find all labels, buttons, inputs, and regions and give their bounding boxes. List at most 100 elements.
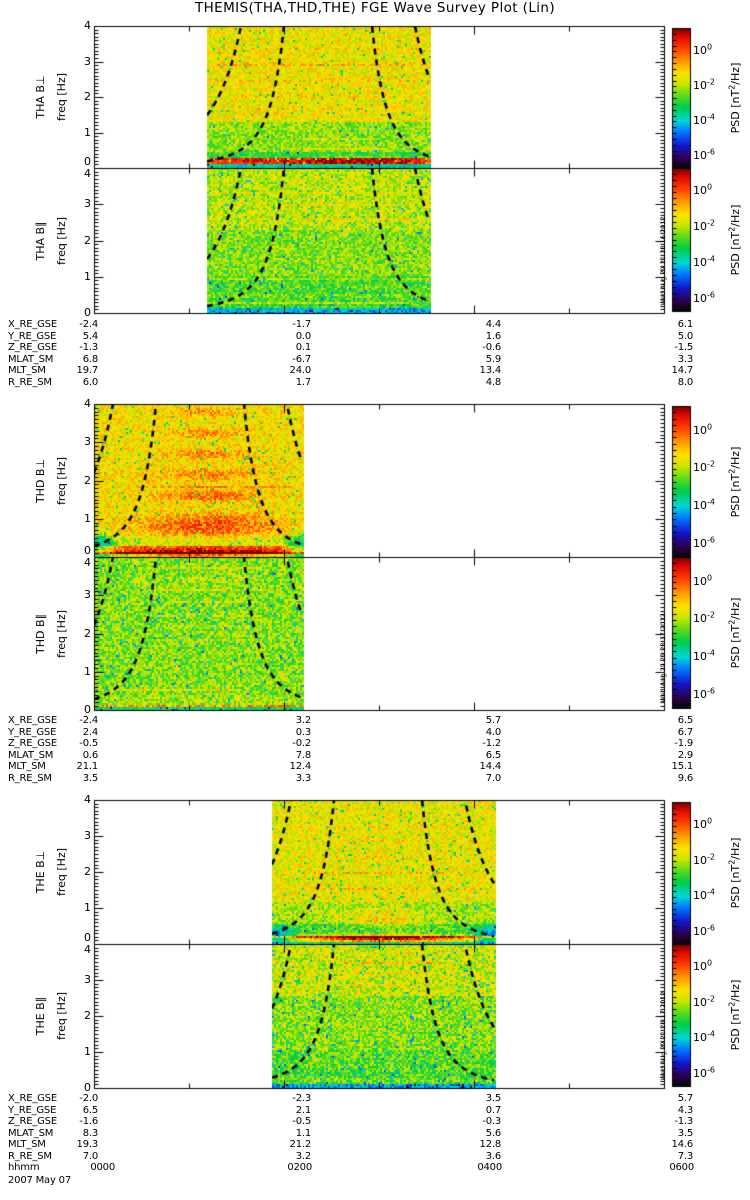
psd-tick-base: 10	[693, 499, 707, 513]
ephemeris-value-text: 5.7	[485, 715, 502, 726]
plot-timestamp: Wed Aug 29 21:28:16 2012	[659, 206, 674, 316]
psd-axis-label: PSD [nT2/Hz]	[727, 28, 744, 168]
psd-label-prefix: PSD [nT	[729, 864, 742, 909]
ephemeris-value-text: 3.3	[677, 353, 694, 365]
psd-tick-base: 10	[693, 924, 707, 938]
ephemeris-value-text: 12.4	[289, 761, 312, 772]
ephemeris-row-label: Y_RE_GSE	[8, 330, 57, 342]
psd-tick-base: 10	[693, 995, 707, 1009]
ephemeris-value-text: -0.5	[79, 738, 98, 749]
ephemeris-value: -0.5	[247, 1117, 311, 1127]
ephemeris-value: -1.6	[34, 1117, 98, 1127]
ephemeris-value-text: 0.3	[295, 726, 312, 738]
ephemeris-value-text: 0.6	[82, 749, 99, 761]
ephemeris-value-text: 4.3	[677, 1104, 694, 1116]
freq-tick-text: 4	[84, 19, 91, 32]
psd-tick-exp: -4	[707, 497, 715, 507]
date-label-text: 2007 May 07	[8, 1174, 72, 1186]
ephemeris-row-label-text: X_RE_GSE	[8, 1093, 57, 1104]
ephemeris-value-text: 4.4	[485, 319, 502, 330]
psd-scale-tick-label: 100	[693, 816, 713, 830]
ephemeris-value-text: 4.0	[485, 726, 502, 738]
ephemeris-row-label-text: X_RE_GSE	[8, 319, 57, 330]
freq-tick-label: 3	[63, 830, 91, 841]
ephemeris-value-text: 24.0	[289, 365, 312, 376]
freq-tick-text: 1	[84, 1045, 91, 1058]
ephemeris-value-text: 3.3	[295, 772, 312, 784]
psd-tick-exp: -2	[707, 610, 715, 620]
hhmm-row-label-text: hhmm	[8, 1162, 40, 1173]
ephemeris-value-text: 9.6	[677, 772, 694, 784]
ephemeris-value-text: 6.5	[82, 1104, 99, 1116]
psd-tick-base: 10	[693, 650, 707, 664]
ephemeris-value-text: 7.0	[485, 772, 502, 784]
psd-tick-exp: -4	[707, 648, 715, 658]
ephemeris-row-label-text: Z_RE_GSE	[8, 738, 57, 749]
freq-tick-label: 2	[63, 235, 91, 246]
freq-tick-label: 2	[63, 1010, 91, 1021]
ephemeris-row-label-text: Y_RE_GSE	[8, 330, 57, 342]
freq-tick-label: 0	[63, 932, 91, 943]
ephemeris-value: 14.7	[629, 365, 694, 376]
freq-tick-label: 3	[63, 56, 91, 67]
ephemeris-value: 6.1	[629, 319, 694, 330]
psd-label-suffix: /Hz]	[729, 837, 742, 860]
ephemeris-value: 5.7	[629, 1094, 694, 1104]
ephemeris-value-text: -0.2	[292, 738, 311, 749]
psd-axis-label: PSD [nT2/Hz]	[727, 945, 744, 1085]
psd-tick-exp: -6	[707, 289, 715, 299]
plot-timestamp: Wed Aug 29 21:28:17 2012	[659, 981, 674, 1091]
freq-tick-text: 2	[84, 233, 91, 247]
ephemeris-value-text: 7.8	[295, 749, 312, 761]
ephemeris-value: 3.3	[247, 772, 312, 784]
ephemeris-row-label-text: MLT_SM	[8, 761, 46, 772]
psd-scale-tick-label: 10-2	[693, 610, 715, 624]
psd-tick-base: 10	[693, 574, 707, 588]
psd-scale-tick-label: 10-6	[693, 1065, 715, 1078]
psd-scale-tick-label: 10-4	[693, 497, 715, 513]
ephemeris-row-label: Z_RE_GSE	[8, 739, 57, 749]
panel-label-text: THE B∥	[34, 996, 47, 1036]
ephemeris-value-text: 8.0	[677, 376, 694, 388]
ephemeris-value: 5.7	[437, 715, 502, 726]
psd-tick-base: 10	[693, 960, 707, 974]
ephemeris-value: 0.3	[247, 726, 312, 738]
psd-tick-base: 10	[693, 536, 707, 550]
plot-timestamp: Wed Aug 29 21:28:17 2012	[658, 603, 674, 713]
psd-axis-label: PSD [nT2/Hz]	[727, 170, 744, 310]
ephemeris-value-text: 6.1	[677, 319, 694, 330]
freq-tick-text: 1	[84, 511, 91, 525]
freq-tick-text: 0	[84, 1081, 91, 1094]
ephemeris-value: 3.6	[437, 1151, 502, 1162]
ephemeris-row-label: MLAT_SM	[8, 1128, 53, 1139]
psd-scale-tick-label: 10-2	[693, 852, 715, 865]
panel-label: THD B∥	[34, 564, 49, 704]
psd-tick-exp: 0	[707, 816, 713, 826]
ephemeris-value: -1.5	[629, 343, 693, 353]
hhmm-value: 0000	[51, 1163, 115, 1173]
ephemeris-value: 8.0	[629, 376, 694, 388]
psd-scale-tick-label: 10-4	[693, 1030, 715, 1043]
freq-tick-label: 0	[63, 1082, 91, 1093]
ephemeris-row-label: X_RE_GSE	[8, 1094, 57, 1104]
ephemeris-value-text: 21.1	[76, 761, 99, 772]
ephemeris-value: 2.9	[629, 749, 694, 761]
psd-label-prefix: PSD [nT	[729, 1006, 742, 1051]
plot-timestamp-text: Wed Aug 29 21:28:17 2012	[658, 613, 667, 703]
psd-label-prefix: PSD [nT	[729, 231, 742, 275]
ephemeris-value: 6.0	[34, 377, 99, 388]
ephemeris-value-text: 2.9	[677, 749, 694, 761]
psd-tick-exp: 0	[707, 422, 713, 431]
psd-tick-exp: -4	[707, 887, 715, 897]
ephemeris-value-text: 6.8	[82, 353, 99, 365]
freq-tick-label: 1	[63, 902, 91, 913]
ephemeris-value: 21.2	[247, 1140, 312, 1150]
ephemeris-value-text: 14.7	[671, 365, 694, 376]
ephemeris-value: -6.7	[247, 354, 311, 365]
psd-scale-tick-label: 10-6	[693, 923, 715, 938]
ephemeris-value-text: 2.4	[82, 726, 99, 738]
ephemeris-value-text: 5.6	[485, 1127, 502, 1139]
panel-label: THA B∥	[34, 171, 49, 311]
psd-tick-base: 10	[693, 113, 707, 127]
ephemeris-value: 14.6	[629, 1140, 694, 1150]
